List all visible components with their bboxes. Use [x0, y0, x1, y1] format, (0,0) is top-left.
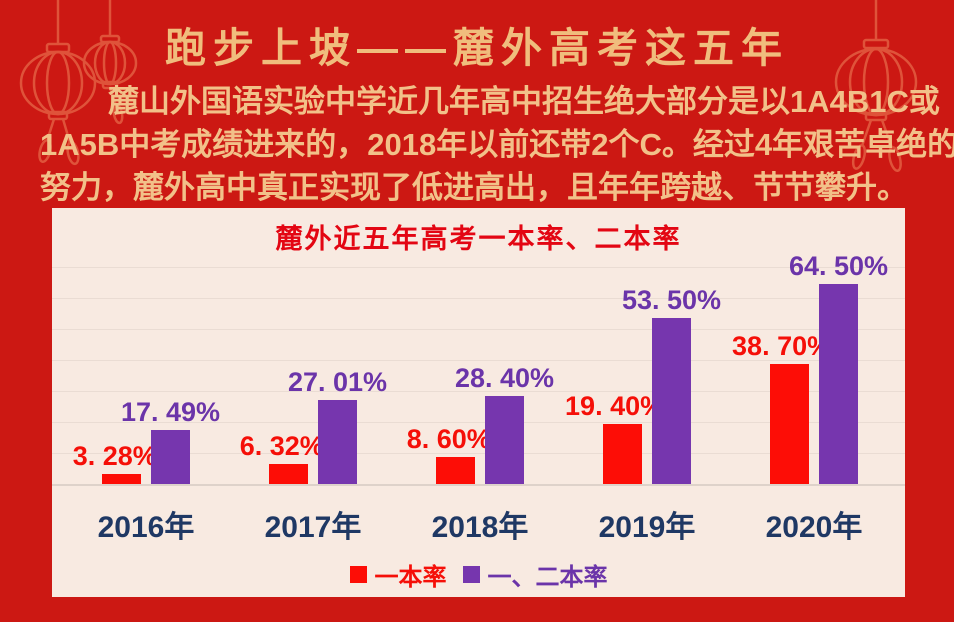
bar-value-label: 64. 50%	[788, 251, 889, 281]
bar-value-label: 38. 70%	[732, 331, 832, 361]
bar-first-second-tier-2019年	[652, 318, 691, 484]
x-axis-label: 2019年	[598, 511, 696, 544]
chart-legend: 一本率 一、二本率	[52, 557, 905, 592]
bar-value-label: 3. 28%	[72, 441, 157, 471]
chart-title: 麓外近五年高考一本率、二本率	[275, 224, 682, 254]
bar-value-label: 17. 49%	[120, 397, 221, 427]
bar-first-tier-2016年	[102, 474, 141, 484]
chart-panel: 麓外近五年高考一本率、二本率 一本率 一、二本率 3. 28% 17. 49% 20…	[52, 208, 905, 597]
bar-value-label: 53. 50%	[621, 285, 722, 315]
x-axis-label: 2017年	[264, 511, 362, 544]
bar-first-second-tier-2020年	[819, 284, 858, 484]
legend-item-first-second-tier: 一、二本率	[462, 557, 608, 592]
intro-line: 1A5B中考成绩进来的，2018年以前还带2个C。经过4年艰苦卓绝的	[40, 127, 954, 162]
bar-first-tier-2020年	[770, 364, 809, 484]
legend-swatch-purple	[462, 566, 480, 583]
intro-paragraph: 麓山外国语实验中学近几年高中招生绝大部分是以1A4B1C或 1A5B中考成绩进来…	[40, 80, 954, 209]
x-axis-label: 2016年	[97, 511, 195, 544]
gridline	[52, 329, 905, 330]
gridline	[52, 267, 905, 268]
gridline	[52, 391, 905, 392]
x-axis-label: 2018年	[431, 511, 529, 544]
gridline	[52, 298, 905, 299]
bar-value-label: 6. 32%	[239, 431, 324, 461]
intro-line: 努力，麓外高中真正实现了低进高出，且年年跨越、节节攀升。	[40, 170, 908, 205]
legend-item-first-tier: 一本率	[349, 557, 447, 592]
bar-first-second-tier-2017年	[318, 400, 357, 484]
bar-first-second-tier-2018年	[485, 396, 524, 484]
page-title: 跑步上坡——麓外高考这五年	[165, 25, 789, 71]
legend-swatch-red	[349, 566, 367, 583]
intro-line: 麓山外国语实验中学近几年高中招生绝大部分是以1A4B1C或	[108, 84, 940, 119]
bar-value-label: 28. 40%	[454, 363, 555, 393]
legend-label: 一本率	[374, 564, 447, 591]
gridline	[52, 422, 905, 423]
bar-first-tier-2017年	[269, 464, 308, 484]
legend-label: 一、二本率	[487, 564, 608, 591]
bar-first-second-tier-2016年	[151, 430, 190, 484]
bar-value-label: 19. 40%	[565, 391, 665, 421]
bar-value-label: 8. 60%	[406, 424, 491, 454]
gridline	[52, 360, 905, 361]
bar-first-tier-2018年	[436, 457, 475, 484]
bar-first-tier-2019年	[603, 424, 642, 484]
x-axis-line	[52, 484, 905, 486]
x-axis-label: 2020年	[765, 511, 863, 544]
bar-value-label: 27. 01%	[287, 367, 388, 397]
gridline	[52, 453, 905, 454]
